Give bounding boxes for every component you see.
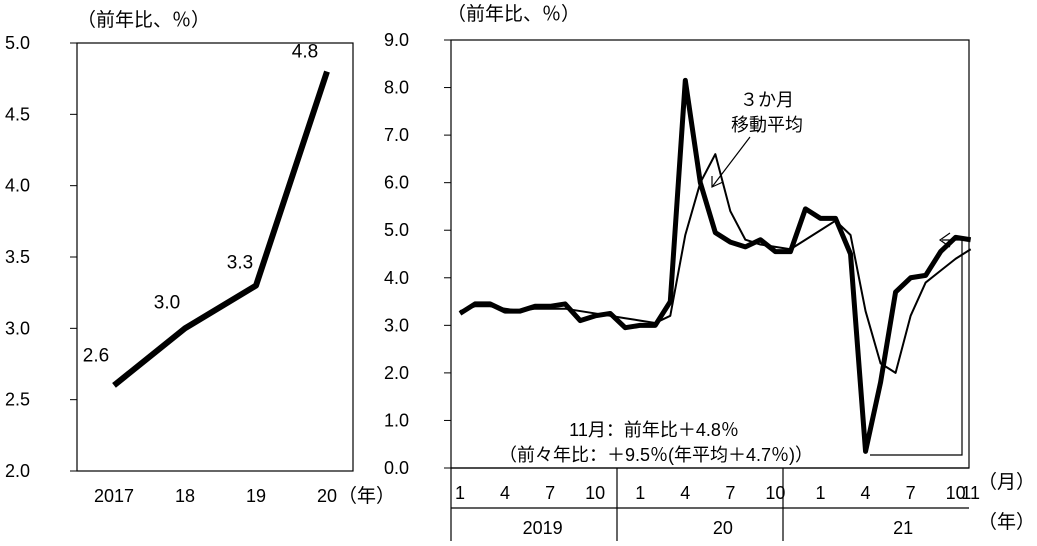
annual-y-tick-label: 2.0 [5,461,30,481]
monthly-x-tick-label: 10 [765,483,785,503]
latest-value-arrow [870,232,963,456]
annual-growth-line [112,70,330,388]
monthly-x-tick-label: 10 [946,483,966,503]
monthly-y-tick-label: 1.0 [384,410,409,430]
monthly-x-tick-label: 7 [725,483,735,503]
monthly-x-axis-frame [450,467,969,541]
annual-y-tick-label: 5.0 [5,33,30,53]
annual-y-tick-label: 3.5 [5,247,30,267]
monthly-y-tick-label: 3.0 [384,315,409,335]
monthly-month-unit: （月） [978,471,1035,493]
latest-value-label-line2: （前々年比：＋9.5％(年平均＋4.7％)） [499,445,813,465]
monthly-y-tick-label: 4.0 [384,268,409,288]
annual-x-tick-label: 18 [175,486,195,506]
monthly-x-tick-label: 7 [906,483,916,503]
moving-average-label-line1: ３か月 [740,90,794,110]
monthly-x-tick-label: 1 [455,483,465,503]
moving-average-arrow [711,136,751,188]
monthly-year-unit: （年） [978,511,1035,533]
annual-y-tick-label: 4.5 [5,104,30,124]
monthly-x-tick-label: 4 [500,483,510,503]
annual-data-label: 2.6 [83,345,109,366]
monthly-growth-line [458,77,972,454]
annual-data-label: 3.3 [227,253,253,274]
annual-x-tick-label: 19 [246,486,266,506]
monthly-x-tick-label: 4 [861,483,871,503]
monthly-y-tick-label: 5.0 [384,220,409,240]
monthly-x-tick-label: 11 [961,483,980,503]
monthly-y-tick-label: 9.0 [384,30,409,50]
monthly-x-tick-label: 1 [635,483,645,503]
monthly-plot-frame [450,39,970,469]
monthly-y-tick-label: 7.0 [384,125,409,145]
monthly-y-tick-label: 2.0 [384,363,409,383]
annual-x-tick-label: 2017 [94,486,134,506]
annual-plot-frame [76,42,354,472]
annual-y-tick-label: 2.5 [5,390,30,410]
monthly-year-labels: 2019 20 21 [523,518,914,538]
monthly-year-label: 20 [713,518,733,538]
monthly-chart: （前年比、％） 0.0 1.0 2.0 3.0 4.0 5.0 6.0 7.0 8.0 9.0 1… [384,3,1035,541]
annual-unit-label: （前年比、％） [77,9,210,31]
monthly-year-label: 21 [893,518,913,538]
annual-data-label: 3.0 [154,292,180,313]
annual-y-tick-label: 4.0 [5,176,30,196]
annual-y-tick-label: 3.0 [5,318,30,338]
monthly-x-tick-label: 10 [585,483,605,503]
annual-x-unit: （年） [338,485,395,507]
monthly-year-label: 2019 [523,518,563,538]
moving-average-line [459,153,972,374]
annual-x-axis-ticks: 2017 18 19 20 [94,486,337,506]
annual-chart: （前年比、％） 2.02.53.03.54.04.55.0 2017 18 19 20… [5,9,395,507]
annual-y-axis-ticks: 2.0 2.5 3.0 3.5 4.0 4.5 5.0 [5,33,77,481]
latest-value-label-line1: 11月：前年比＋4.8％ [569,420,739,440]
monthly-unit-label: （前年比、％） [447,3,580,25]
annual-data-label: 4.8 [292,42,318,63]
monthly-y-axis-ticks: 0.0 1.0 2.0 3.0 4.0 5.0 6.0 7.0 8.0 9.0 [384,30,451,478]
annual-x-tick-label: 20 [317,486,337,506]
monthly-x-tick-label: 1 [815,483,825,503]
moving-average-label-line2: 移動平均 [731,115,803,135]
annual-data-labels: 2.6 3.0 3.3 4.8 [83,42,318,367]
monthly-y-tick-label: 8.0 [384,78,409,98]
monthly-y-tick-label: 0.0 [384,458,409,478]
monthly-x-tick-label: 7 [545,483,555,503]
monthly-x-tick-label: 4 [680,483,690,503]
monthly-y-tick-label: 6.0 [384,173,409,193]
